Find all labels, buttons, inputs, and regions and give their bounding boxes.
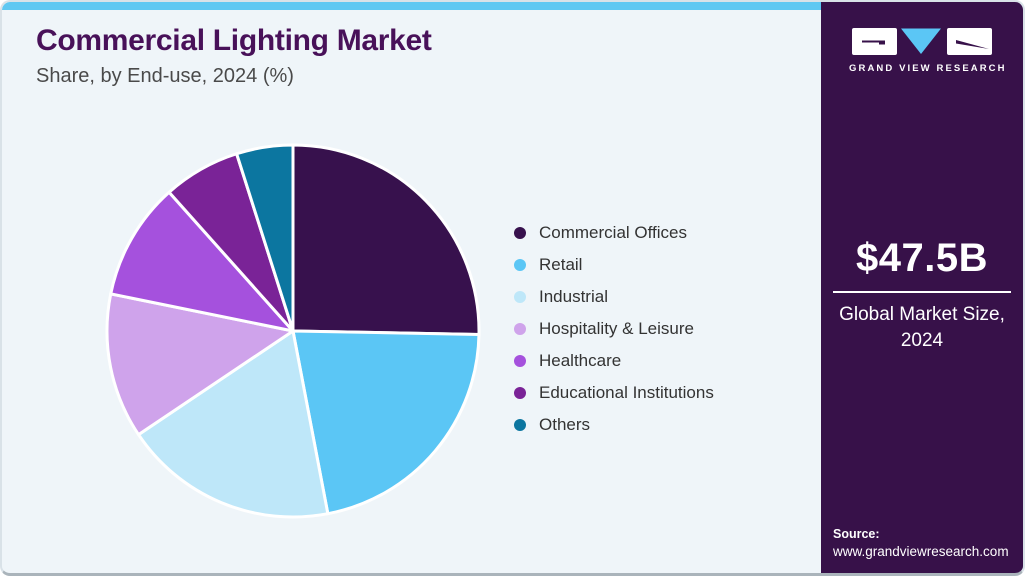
page-subtitle: Share, by End-use, 2024 (%) bbox=[36, 65, 294, 87]
market-size-label: Global Market Size, 2024 bbox=[839, 304, 1005, 351]
pie-chart-container bbox=[101, 139, 485, 523]
legend-dot-icon bbox=[514, 227, 526, 239]
source-url: www.grandviewresearch.com bbox=[833, 544, 1009, 559]
pie-slice-6 bbox=[235, 143, 295, 333]
market-size-block: $47.5B Global Market Size, 2024 bbox=[821, 236, 1023, 353]
market-size-value: $47.5B bbox=[856, 236, 988, 280]
pie-slice-3 bbox=[105, 292, 295, 437]
legend-item: Retail bbox=[514, 249, 714, 281]
source-label: Source: bbox=[833, 527, 880, 541]
legend-dot-icon bbox=[514, 323, 526, 335]
gvr-logo-icon bbox=[852, 28, 992, 55]
pie-slice-2 bbox=[137, 329, 330, 519]
legend-label: Healthcare bbox=[539, 351, 622, 370]
chart-legend: Commercial Offices Retail Industrial Hos… bbox=[514, 217, 714, 441]
legend-item: Commercial Offices bbox=[514, 217, 714, 249]
header: Commercial Lighting Market Share, by End… bbox=[36, 24, 432, 88]
gvr-logo: GRAND VIEW RESEARCH bbox=[849, 28, 1007, 74]
legend-label: Others bbox=[539, 415, 591, 434]
divider bbox=[833, 291, 1011, 293]
pie-slice-1 bbox=[291, 329, 481, 516]
legend-dot-icon bbox=[514, 259, 526, 271]
legend-item: Others bbox=[514, 409, 714, 441]
legend-label: Industrial bbox=[539, 287, 608, 306]
legend-dot-icon bbox=[514, 387, 526, 399]
legend-item: Industrial bbox=[514, 281, 714, 313]
pie-slice-0 bbox=[291, 143, 481, 337]
legend-label: Educational Institutions bbox=[539, 383, 714, 402]
pie-slice-4 bbox=[109, 190, 295, 333]
source-block: Source: www.grandviewresearch.com bbox=[833, 527, 1017, 559]
legend-item: Healthcare bbox=[514, 345, 714, 377]
pie-chart bbox=[105, 143, 481, 519]
legend-item: Hospitality & Leisure bbox=[514, 313, 714, 345]
legend-dot-icon bbox=[514, 355, 526, 367]
legend-dot-icon bbox=[514, 419, 526, 431]
legend-dot-icon bbox=[514, 291, 526, 303]
legend-label: Retail bbox=[539, 255, 583, 274]
gvr-logo-text: GRAND VIEW RESEARCH bbox=[849, 63, 1007, 74]
accent-top-bar bbox=[2, 2, 823, 10]
sidebar: GRAND VIEW RESEARCH $47.5B Global Market… bbox=[821, 2, 1023, 573]
legend-item: Educational Institutions bbox=[514, 377, 714, 409]
legend-label: Hospitality & Leisure bbox=[539, 319, 694, 338]
page-title: Commercial Lighting Market bbox=[36, 24, 432, 57]
legend-label: Commercial Offices bbox=[539, 223, 687, 242]
